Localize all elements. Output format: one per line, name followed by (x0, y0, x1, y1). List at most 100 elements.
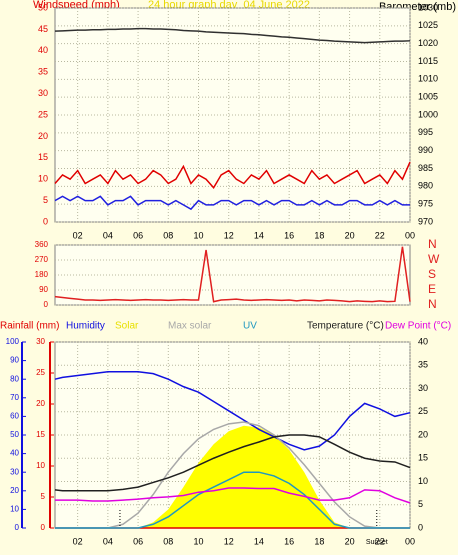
line (54, 434, 411, 492)
y2-tick-label: 990 (418, 145, 433, 155)
y2-tick-label: 1030 (418, 2, 438, 12)
y-tick-label: 0 (15, 523, 20, 532)
y-tick-label: 10 (38, 174, 48, 184)
x-tick-label: 20 (345, 230, 355, 240)
y3-tick-label: 10 (36, 461, 45, 470)
y-tick-label: 5 (43, 195, 48, 205)
y-tick-label: 25 (38, 109, 48, 119)
y-axis-label: Windspeed (mph) (33, 0, 120, 11)
sunset-label: Sunset (366, 539, 388, 546)
x-tick-label: 00 (405, 536, 415, 546)
y2-tick-label: N (428, 297, 437, 311)
y2-tick-label: E (428, 282, 436, 296)
x-tick-label: 10 (194, 230, 204, 240)
y-tick-label: 90 (39, 285, 48, 294)
x-tick-label: 02 (73, 536, 83, 546)
y2-tick-label: 970 (418, 216, 433, 226)
x-tick-label: 04 (103, 536, 113, 546)
chart-title: 24 hour graph day 04 June 2022 (148, 0, 310, 11)
x-tick-label: 08 (163, 230, 173, 240)
legend-label: Rainfall (mm) (0, 321, 59, 332)
y2-tick-label: 5 (418, 499, 423, 509)
y3-tick-label: 15 (36, 430, 45, 439)
legend-label: Temperature (°C) (307, 321, 384, 332)
line (54, 27, 411, 44)
y-tick-label: 30 (10, 467, 19, 476)
y2-tick-label: 1010 (418, 74, 438, 84)
y-tick-label: 20 (38, 131, 48, 141)
x-tick-label: 12 (224, 230, 234, 240)
x-tick-label: 02 (73, 230, 83, 240)
y2-tick-label: W (428, 252, 440, 266)
y3-tick-label: 20 (36, 399, 45, 408)
y-tick-label: 0 (44, 300, 49, 309)
y2-tick-label: 35 (418, 360, 428, 370)
y-tick-label: 50 (10, 430, 19, 439)
y-tick-label: 100 (6, 337, 20, 346)
line (54, 195, 410, 211)
y2-tick-label: 1025 (418, 20, 438, 30)
y2-tick-label: 1015 (418, 56, 438, 66)
y2-tick-label: 1000 (418, 109, 438, 119)
y-tick-label: 40 (38, 45, 48, 55)
y2-tick-label: 30 (418, 383, 428, 393)
y2-tick-label: 15 (418, 453, 428, 463)
line (54, 246, 411, 303)
legend-label: Humidity (66, 321, 105, 332)
x-tick-label: 00 (405, 230, 415, 240)
x-tick-label: 06 (133, 230, 143, 240)
x-tick-label: 18 (314, 230, 324, 240)
legend-label: UV (243, 321, 257, 332)
y-tick-label: 20 (10, 486, 19, 495)
y2-tick-label: 0 (418, 522, 423, 532)
y3-tick-label: 0 (41, 523, 46, 532)
y-tick-label: 60 (10, 412, 19, 421)
y-tick-label: 10 (10, 505, 19, 514)
y-tick-label: 30 (38, 88, 48, 98)
y2-tick-label: N (428, 237, 437, 251)
line (54, 161, 411, 190)
x-tick-label: 22 (375, 536, 385, 546)
y-tick-label: 270 (35, 255, 49, 264)
legend-label: Solar (115, 321, 139, 332)
legend-label: Max solar (168, 321, 212, 332)
y2-tick-label: 20 (418, 429, 428, 439)
y2-tick-label: S (428, 267, 436, 281)
y2-tick-label: 1005 (418, 92, 438, 102)
y3-tick-label: 30 (36, 337, 45, 346)
y2-tick-label: 40 (418, 336, 428, 346)
y2-tick-label: 10 (418, 476, 428, 486)
x-tick-label: 06 (133, 536, 143, 546)
y-tick-label: 45 (38, 24, 48, 34)
x-tick-label: 16 (284, 230, 294, 240)
y-tick-label: 0 (43, 216, 48, 226)
x-tick-label: 10 (194, 536, 204, 546)
y3-tick-label: 5 (41, 492, 46, 501)
y-tick-label: 90 (10, 356, 19, 365)
y2-tick-label: 995 (418, 127, 433, 137)
y-tick-label: 80 (10, 374, 19, 383)
y-tick-label: 35 (38, 67, 48, 77)
y-tick-label: 360 (35, 240, 49, 249)
area (55, 425, 410, 528)
y2-tick-label: 980 (418, 181, 433, 191)
y2-tick-label: 975 (418, 199, 433, 209)
y2-tick-label: 25 (418, 406, 428, 416)
line (54, 371, 411, 451)
legend-label: Dew Point (°C) (385, 321, 451, 332)
x-tick-label: 14 (254, 230, 264, 240)
x-tick-label: 20 (345, 536, 355, 546)
x-tick-label: 16 (284, 536, 294, 546)
line (55, 487, 411, 504)
x-tick-label: 22 (375, 230, 385, 240)
y-tick-label: 40 (10, 449, 19, 458)
x-tick-label: 18 (314, 536, 324, 546)
x-tick-label: 14 (254, 536, 264, 546)
x-tick-label: 08 (163, 536, 173, 546)
y3-tick-label: 25 (36, 368, 45, 377)
x-tick-label: 12 (224, 536, 234, 546)
y2-tick-label: 1020 (418, 38, 438, 48)
y-tick-label: 15 (38, 152, 48, 162)
x-tick-label: 04 (103, 230, 113, 240)
